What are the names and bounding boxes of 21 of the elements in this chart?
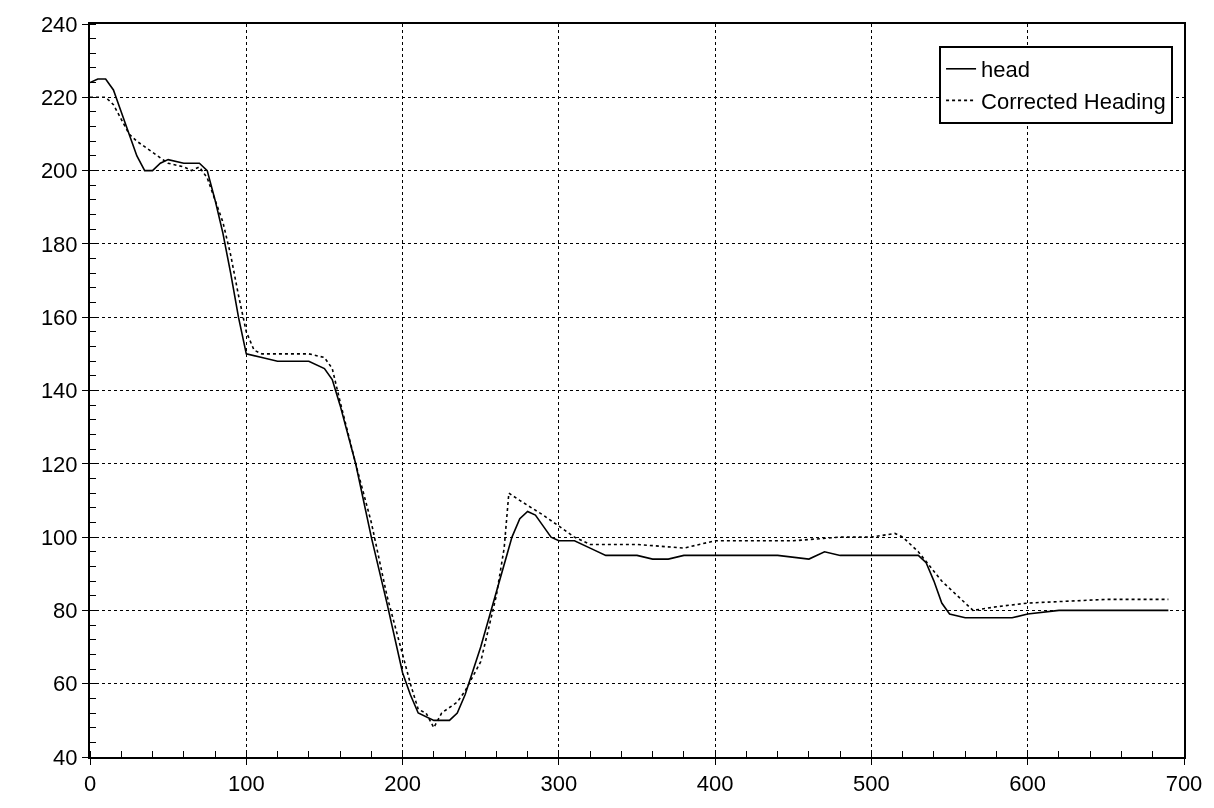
y-tick-label: 220 (40, 85, 78, 110)
x-tick-label: 100 (227, 771, 265, 797)
y-tick-label: 200 (40, 158, 78, 184)
legend-label: head (981, 57, 1031, 83)
x-tick-label: 700 (1165, 771, 1203, 797)
x-tick-label: 500 (853, 771, 890, 797)
x-tick-label: 300 (540, 771, 578, 797)
y-tick-label: 160 (40, 304, 78, 330)
y-tick-label: 80 (53, 598, 78, 624)
x-tick-label: 400 (696, 771, 734, 797)
y-tick-label: 100 (40, 524, 78, 550)
y-tick-label: 240 (40, 11, 78, 37)
x-tick-label: 600 (1009, 771, 1047, 797)
y-tick-label: 40 (53, 744, 78, 770)
y-tick-label: 60 (53, 671, 78, 697)
y-tick-label: 140 (40, 378, 78, 404)
y-tick-label: 180 (40, 231, 78, 257)
y-tick-label: 120 (40, 451, 78, 477)
x-tick-label: 200 (384, 771, 421, 797)
x-tick-label: 0 (83, 771, 97, 797)
legend-label: Corrected Heading (981, 88, 1166, 114)
